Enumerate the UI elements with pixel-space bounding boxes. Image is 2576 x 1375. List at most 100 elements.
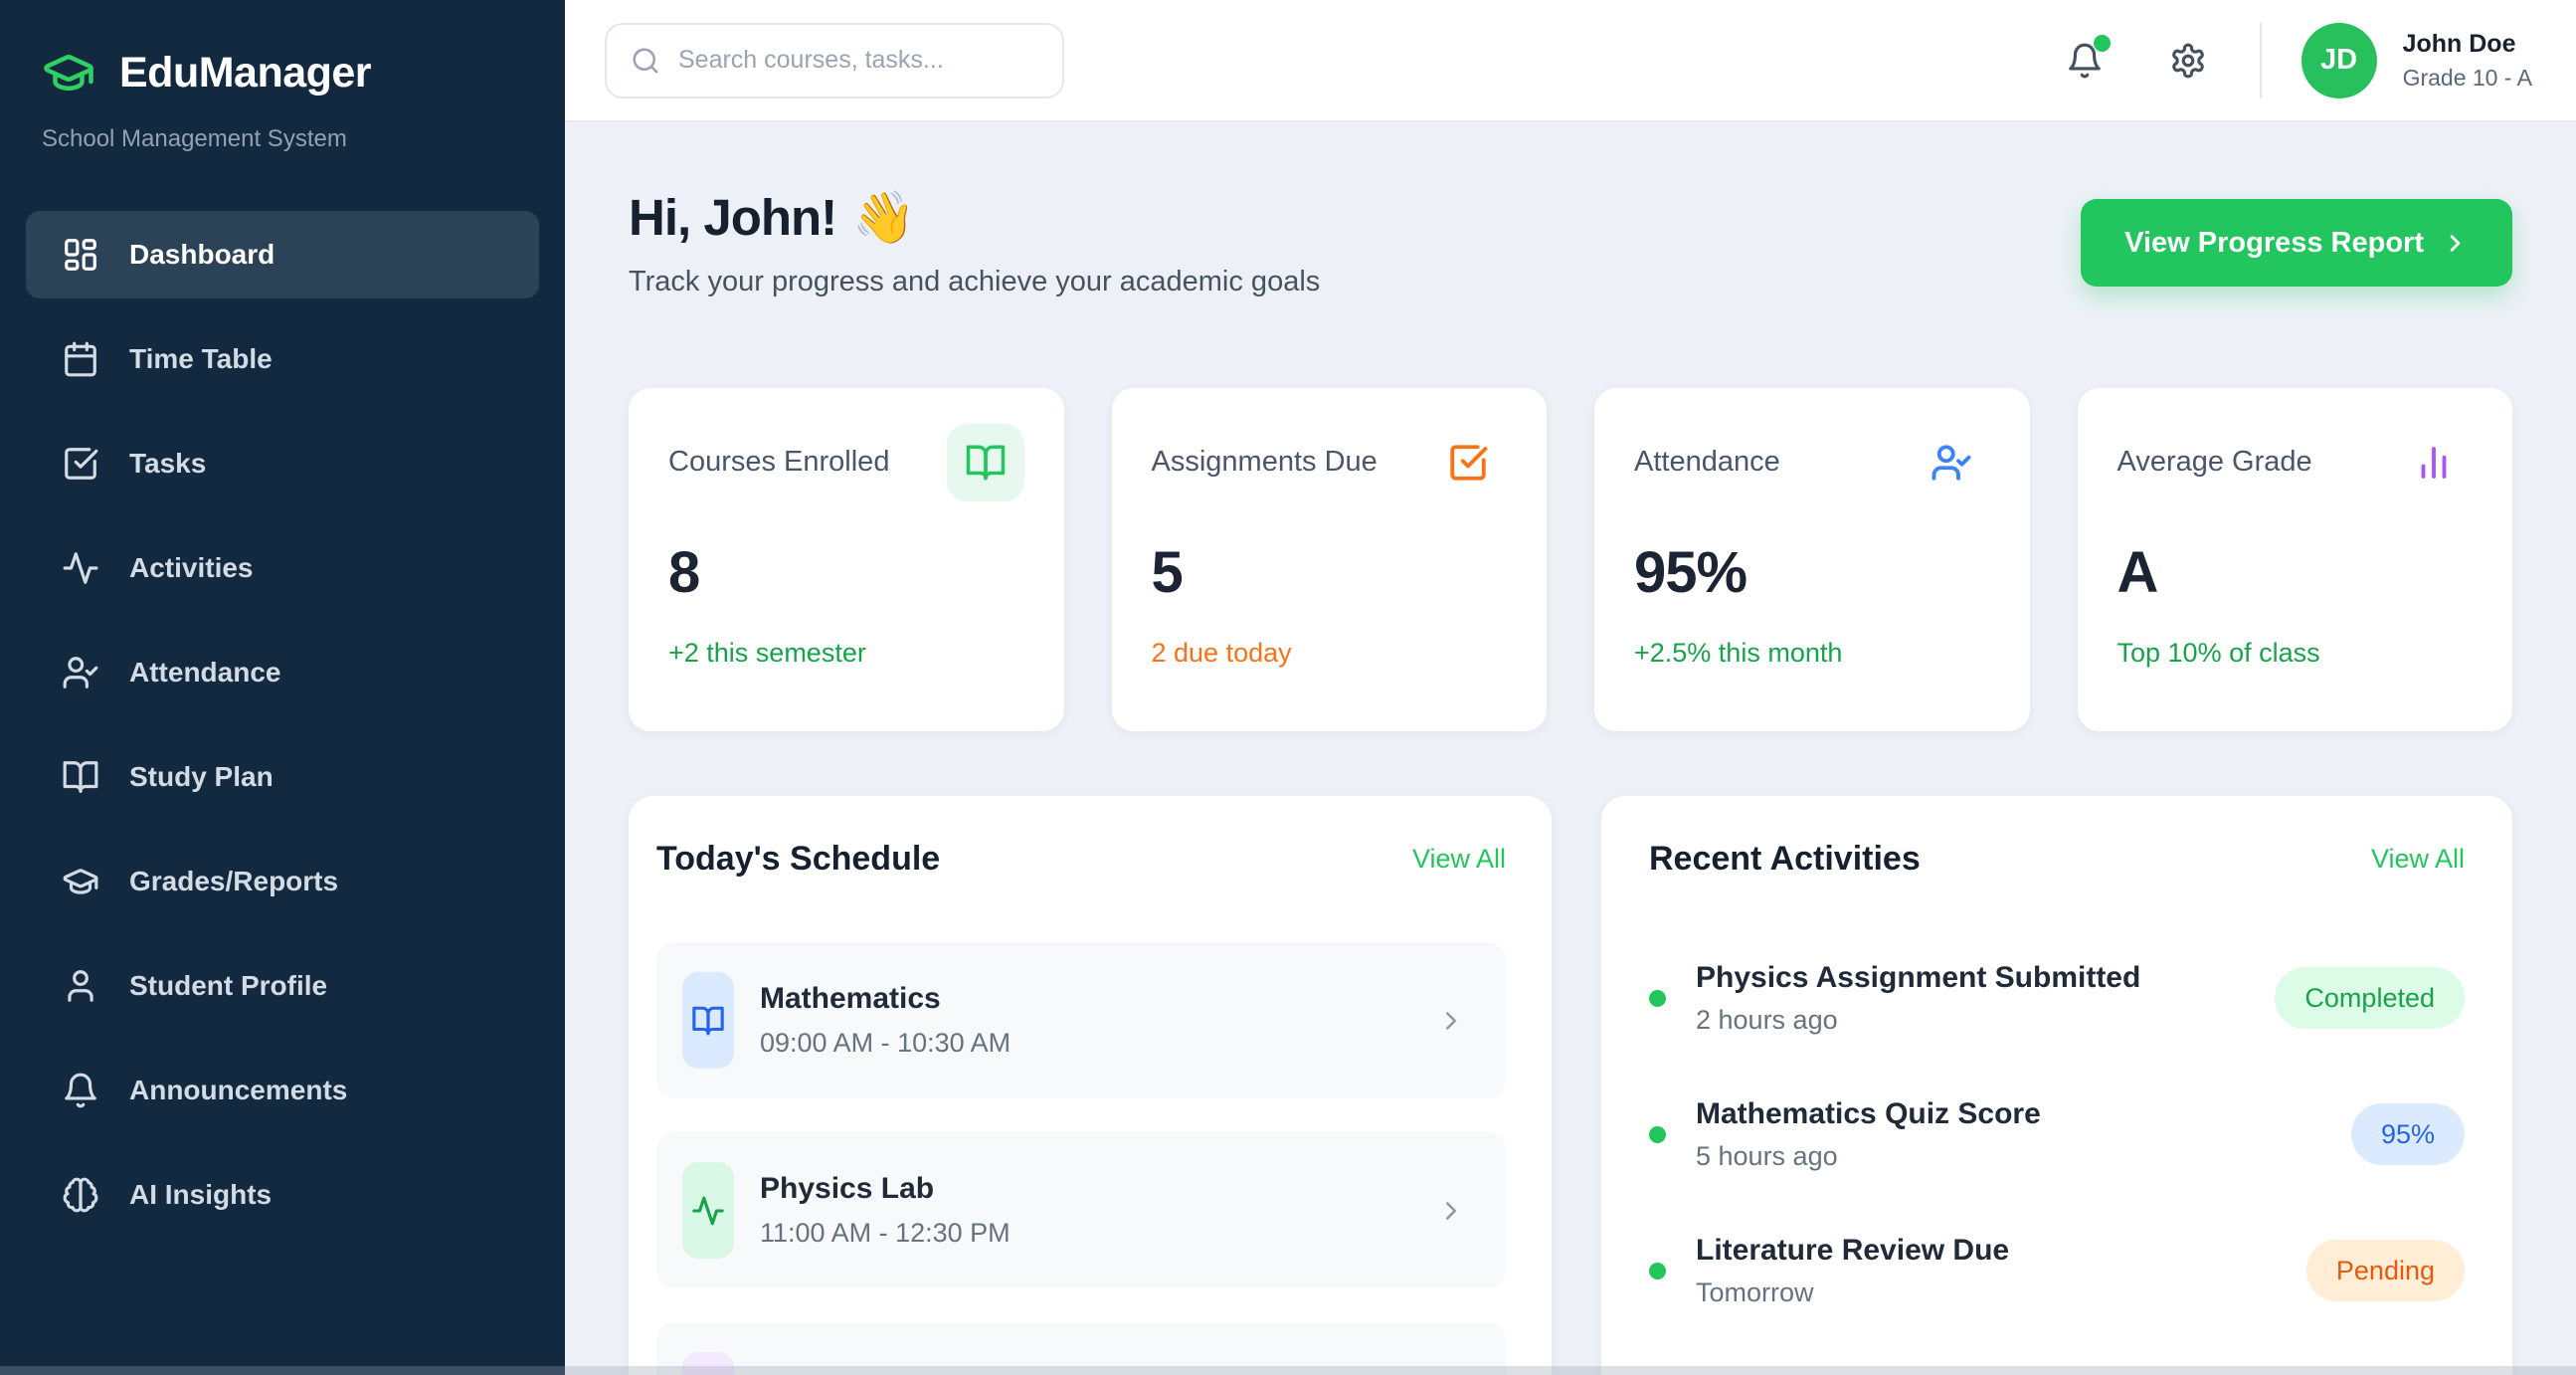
cta-label: View Progress Report — [2124, 226, 2424, 259]
stat-card-courses-enrolled: Courses Enrolled 8 +2 this semester — [629, 388, 1064, 731]
activity-icon — [692, 1196, 724, 1225]
stat-value: A — [2116, 540, 2159, 605]
sidebar-item-label: Announcements — [129, 1075, 348, 1105]
activity-item-literature-review[interactable]: Literature Review Due Tomorrow Pending — [1649, 1223, 2465, 1318]
schedule-view-all-link[interactable]: View All — [1411, 844, 1506, 874]
stat-label: Courses Enrolled — [668, 446, 890, 478]
sidebar-item-student-profile[interactable]: Student Profile — [26, 942, 539, 1030]
schedule-item-time: 11:00 AM - 12:30 PM — [760, 1218, 1011, 1248]
avatar-initials: JD — [2320, 44, 2358, 76]
user-icon — [68, 970, 93, 1002]
activities-title: Recent Activities — [1649, 840, 1921, 878]
graduation-cap-icon — [63, 869, 98, 894]
stat-delta: Top 10% of class — [2116, 638, 2320, 668]
notification-dot — [2093, 34, 2111, 52]
recent-activities-panel: Recent Activities View All Physics Assig… — [1601, 796, 2512, 1375]
sidebar-item-dashboard[interactable]: Dashboard — [26, 211, 539, 298]
user-info: John Doe Grade 10 - A — [2403, 29, 2532, 92]
todays-schedule-panel: Today's Schedule View All Mathematics 09… — [629, 796, 1552, 1375]
bottom-row: Today's Schedule View All Mathematics 09… — [629, 796, 2512, 1375]
book-open-icon — [692, 1006, 724, 1035]
activity-text: Physics Assignment Submitted 2 hours ago — [1696, 961, 2140, 1036]
activity-time: 5 hours ago — [1696, 1140, 1838, 1171]
top-header: JD John Doe Grade 10 - A — [565, 0, 2576, 122]
horizontal-scrollbar[interactable] — [0, 1366, 2576, 1375]
bell-icon — [2068, 43, 2101, 78]
stat-label: Attendance — [1634, 446, 1780, 478]
status-badge: Completed — [2275, 967, 2465, 1029]
greeting-text: Hi, John! 👋 Track your progress and achi… — [629, 188, 1320, 298]
sidebar-item-grades-reports[interactable]: Grades/Reports — [26, 838, 539, 925]
check-square-icon — [1450, 445, 1488, 481]
header-actions: JD John Doe Grade 10 - A — [2057, 22, 2532, 98]
activities-view-all-link[interactable]: View All — [2370, 844, 2465, 874]
schedule-item-text: Physics Lab 11:00 AM - 12:30 PM — [760, 1172, 1011, 1249]
sidebar-item-announcements[interactable]: Announcements — [26, 1047, 539, 1134]
stat-delta: +2.5% this month — [1634, 638, 1843, 668]
schedule-item-mathematics[interactable]: Mathematics 09:00 AM - 10:30 AM — [656, 942, 1506, 1098]
stat-card-attendance: Attendance 95% +2.5% this month — [1594, 388, 2030, 731]
stat-label: Average Grade — [2116, 446, 2312, 478]
search-box[interactable] — [605, 22, 1064, 98]
sidebar-item-time-table[interactable]: Time Table — [26, 315, 539, 403]
sidebar-item-label: Student Profile — [129, 970, 328, 1001]
main-area: JD John Doe Grade 10 - A Hi, John! 👋 Tra… — [565, 0, 2576, 1375]
app-tagline: School Management System — [42, 125, 347, 152]
settings-button[interactable] — [2160, 33, 2216, 89]
sidebar-item-attendance[interactable]: Attendance — [26, 629, 539, 716]
avatar[interactable]: JD — [2300, 22, 2377, 98]
brain-icon — [63, 1177, 98, 1213]
sidebar: EduManager School Management System Dash… — [0, 0, 565, 1375]
schedule-item-text: Mathematics 09:00 AM - 10:30 AM — [760, 982, 1011, 1059]
stat-label: Assignments Due — [1151, 446, 1378, 478]
subject-icon-tile — [682, 972, 734, 1069]
chevron-right-icon — [1446, 1201, 1456, 1220]
sidebar-item-label: Attendance — [129, 657, 281, 688]
layout-dashboard-icon — [65, 239, 96, 271]
sidebar-item-label: Tasks — [129, 448, 207, 479]
activity-time: 2 hours ago — [1696, 1004, 1838, 1035]
stat-icon-tile — [1913, 424, 1990, 501]
stat-delta: 2 due today — [1151, 638, 1292, 668]
activity-title: Physics Assignment Submitted — [1696, 960, 2141, 994]
sidebar-item-tasks[interactable]: Tasks — [26, 420, 539, 507]
sidebar-item-label: Study Plan — [129, 761, 274, 792]
bar-chart-icon — [2421, 447, 2447, 479]
header-divider — [2259, 22, 2262, 98]
schedule-item-time: 09:00 AM - 10:30 AM — [760, 1028, 1012, 1058]
sidebar-item-label: Activities — [129, 552, 254, 583]
activity-text: Literature Review Due Tomorrow — [1696, 1234, 2009, 1308]
search-input[interactable] — [678, 46, 1038, 75]
bell-icon — [65, 1073, 96, 1108]
notifications-button[interactable] — [2057, 33, 2113, 89]
sidebar-nav: Dashboard Time Table Tasks Activities At… — [26, 211, 539, 1239]
greeting-title: Hi, John! 👋 — [629, 188, 916, 247]
sidebar-item-study-plan[interactable]: Study Plan — [26, 733, 539, 821]
activity-title: Literature Review Due — [1696, 1233, 2010, 1267]
activity-icon — [63, 552, 98, 584]
stat-value: 8 — [668, 540, 700, 605]
calendar-icon — [65, 341, 96, 377]
activity-title: Mathematics Quiz Score — [1696, 1096, 2041, 1130]
status-dot — [1649, 989, 1666, 1007]
stats-row: Courses Enrolled 8 +2 this semester Assi… — [629, 388, 2512, 731]
view-progress-report-button[interactable]: View Progress Report — [2081, 199, 2512, 287]
activity-item-mathematics-quiz[interactable]: Mathematics Quiz Score 5 hours ago 95% — [1649, 1086, 2465, 1182]
stat-icon-tile — [2395, 424, 2473, 501]
chevron-right-icon — [1446, 1011, 1456, 1030]
sidebar-item-activities[interactable]: Activities — [26, 524, 539, 612]
stat-delta: +2 this semester — [668, 638, 866, 668]
sidebar-item-ai-insights[interactable]: AI Insights — [26, 1151, 539, 1239]
sidebar-item-label: Dashboard — [129, 239, 276, 270]
status-dot — [1649, 1262, 1666, 1279]
schedule-item-title: Physics Lab — [760, 1172, 935, 1205]
stat-icon-tile — [1429, 424, 1507, 501]
activity-item-physics-assignment[interactable]: Physics Assignment Submitted 2 hours ago… — [1649, 950, 2465, 1046]
activity-text: Mathematics Quiz Score 5 hours ago — [1696, 1097, 2041, 1172]
schedule-item-physics-lab[interactable]: Physics Lab 11:00 AM - 12:30 PM — [656, 1132, 1506, 1288]
status-badge: Pending — [2305, 1240, 2465, 1301]
subject-icon-tile — [682, 1162, 734, 1259]
sidebar-item-label: Time Table — [129, 343, 273, 374]
schedule-item-english-literature[interactable]: English Literature — [656, 1322, 1506, 1375]
book-open-icon — [63, 761, 98, 793]
